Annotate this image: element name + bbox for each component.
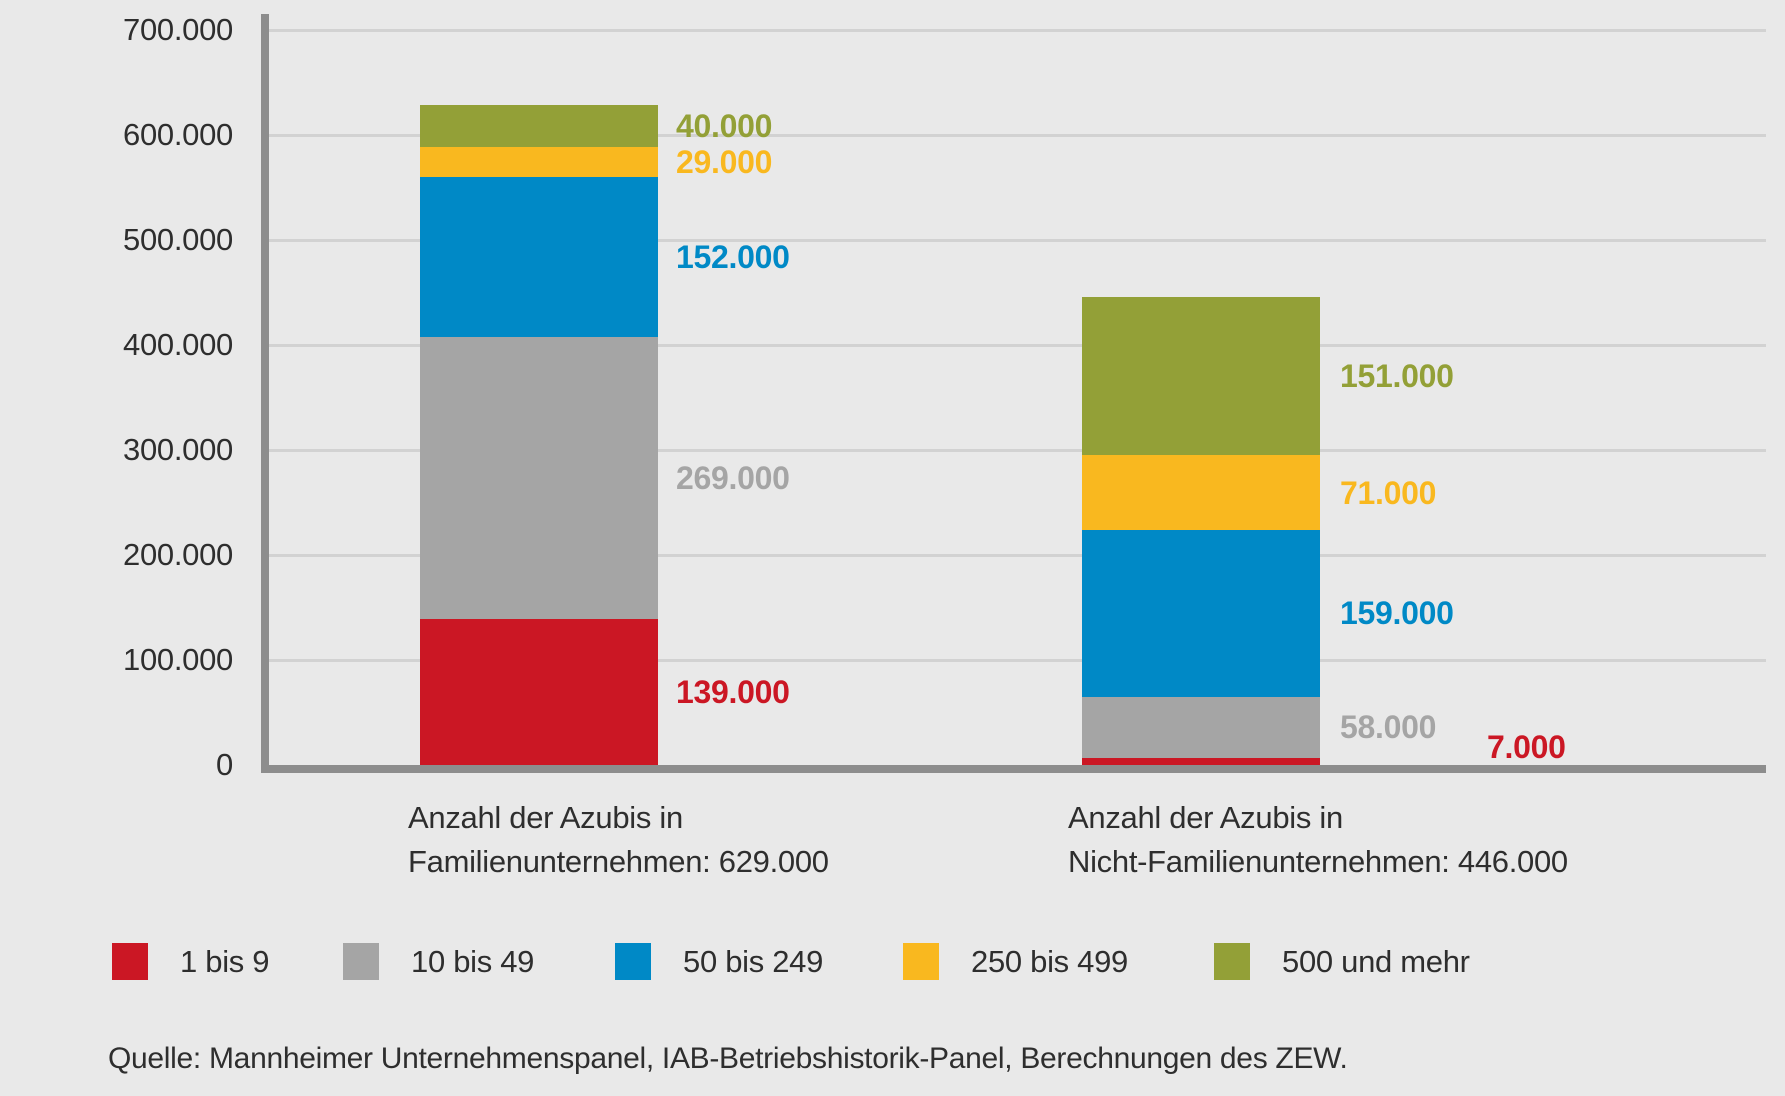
bar-segment-500-und-mehr [1082, 296, 1320, 456]
bar-segment-1-bis-9 [1082, 757, 1320, 765]
category-label-line2: Familienunternehmen: 629.000 [408, 844, 829, 879]
bar-segment-10-bis-49 [1082, 696, 1320, 758]
value-label: 40.000 [676, 107, 773, 144]
y-axis-tick-label: 200.000 [123, 537, 233, 572]
value-label: 7.000 [1487, 729, 1566, 766]
value-label: 151.000 [1340, 357, 1454, 394]
bar-segment-500-und-mehr [420, 104, 658, 147]
legend-label: 250 bis 499 [971, 944, 1128, 979]
category-label: Anzahl der Azubis in Nicht-Familienuntern… [1068, 796, 1568, 884]
value-label: 58.000 [1340, 709, 1437, 746]
y-axis-line [261, 14, 269, 773]
category-label-line2: Nicht-Familienunternehmen: 446.000 [1068, 844, 1568, 879]
value-label: 139.000 [676, 674, 790, 711]
value-label: 269.000 [676, 459, 790, 496]
legend-label: 50 bis 249 [683, 944, 824, 979]
gridline [269, 133, 1766, 137]
legend-swatch [615, 943, 651, 980]
legend-swatch [903, 943, 939, 980]
y-axis-tick-label: 0 [216, 747, 233, 782]
legend-swatch [1214, 943, 1250, 980]
y-axis-tick-label: 600.000 [123, 117, 233, 152]
y-axis-tick-label: 700.000 [123, 12, 233, 47]
gridline [269, 343, 1766, 347]
legend-label: 1 bis 9 [180, 944, 270, 979]
source-note: Quelle: Mannheimer Unternehmenspanel, IA… [108, 1042, 1348, 1075]
gridline [269, 28, 1766, 32]
value-label: 159.000 [1340, 595, 1454, 632]
bar-segment-50-bis-249 [420, 177, 658, 337]
category-label-line1: Anzahl der Azubis in [408, 800, 683, 835]
category-label-line1: Anzahl der Azubis in [1068, 800, 1343, 835]
bar-segment-50-bis-249 [1082, 529, 1320, 697]
legend-label: 10 bis 49 [411, 944, 535, 979]
bar-segment-1-bis-9 [420, 619, 658, 765]
legend-swatch [343, 943, 379, 980]
x-axis-line [261, 765, 1766, 773]
y-axis-tick-label: 100.000 [123, 642, 233, 677]
legend-swatch [112, 943, 148, 980]
category-label: Anzahl der Azubis in Familienunternehmen:… [408, 796, 829, 884]
value-label: 71.000 [1340, 474, 1437, 511]
value-label: 29.000 [676, 143, 773, 180]
gridline [269, 238, 1766, 242]
bar-segment-250-bis-499 [420, 146, 658, 177]
y-axis-tick-label: 300.000 [123, 432, 233, 467]
gridline [269, 658, 1766, 662]
gridline [269, 448, 1766, 452]
bar-segment-250-bis-499 [1082, 455, 1320, 530]
gridline [269, 553, 1766, 557]
y-axis-tick-label: 400.000 [123, 327, 233, 362]
value-label: 152.000 [676, 238, 790, 275]
legend-label: 500 und mehr [1282, 944, 1470, 979]
y-axis-tick-label: 500.000 [123, 222, 233, 257]
bar-segment-10-bis-49 [420, 336, 658, 620]
